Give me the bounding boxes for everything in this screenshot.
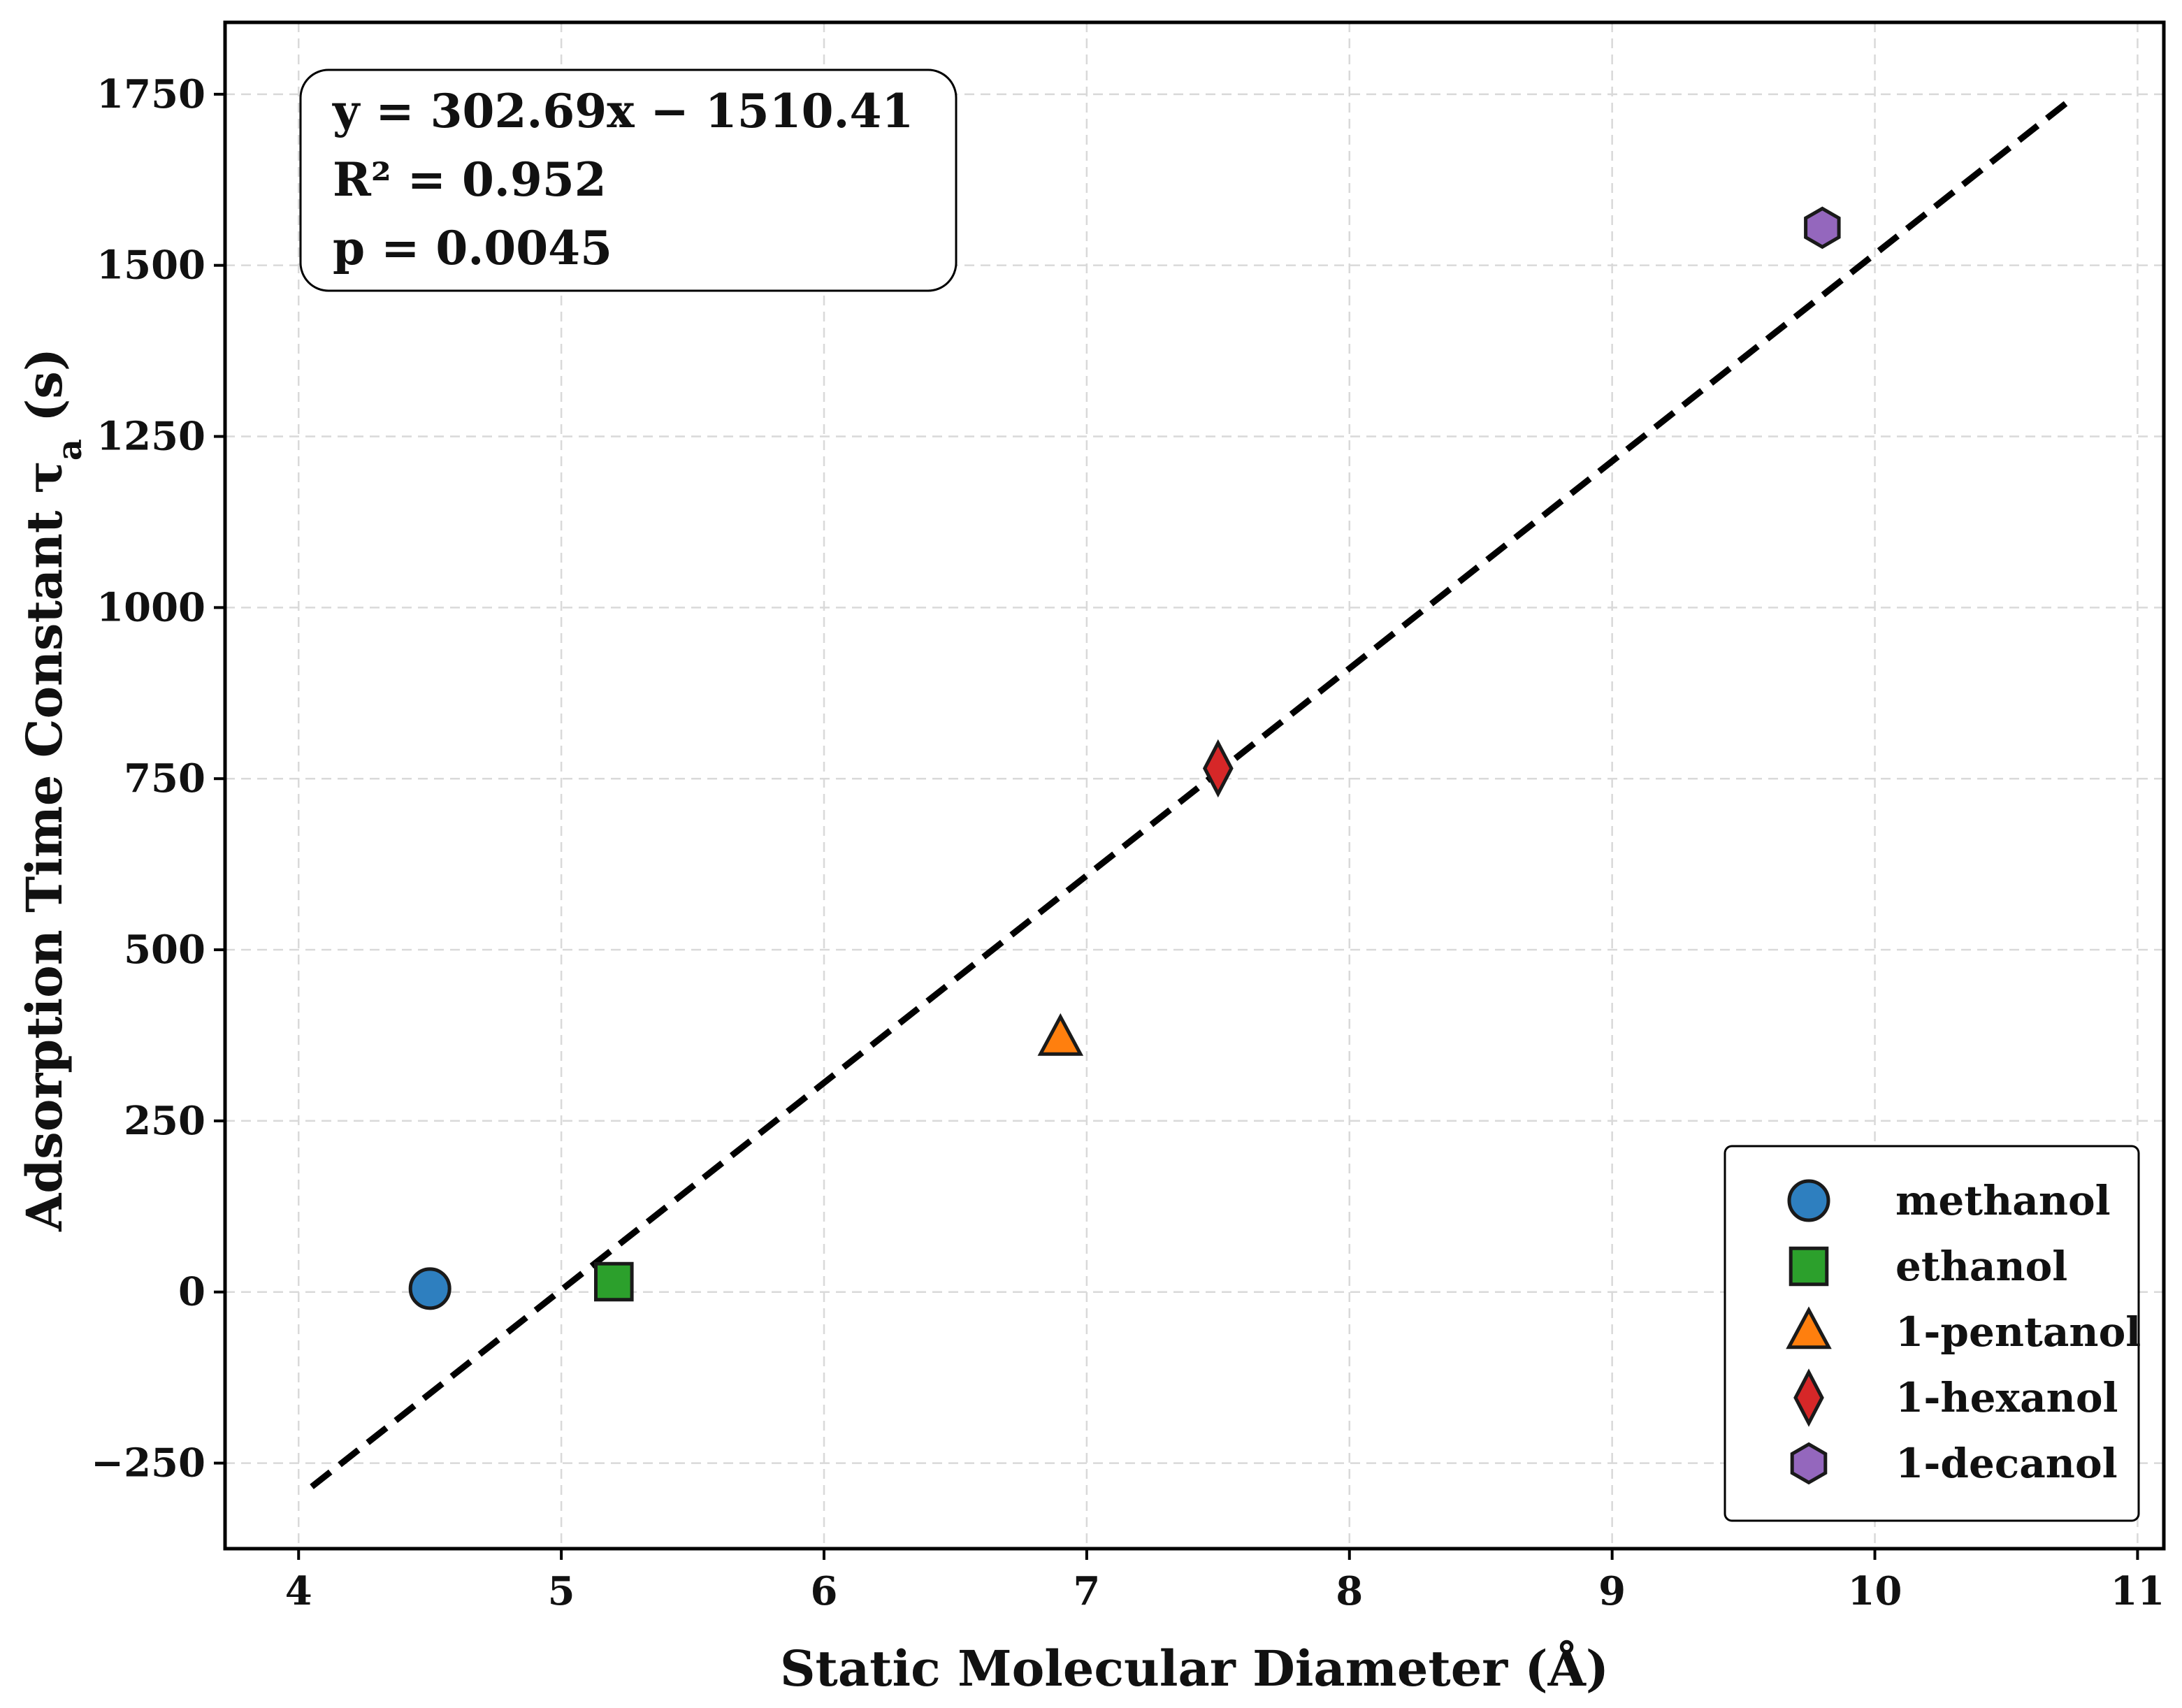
y-tick-label: 250 (124, 1098, 205, 1144)
legend-label-1-pentanol: 1-pentanol (1895, 1308, 2141, 1356)
x-tick-label: 10 (1848, 1568, 1902, 1614)
fit-line-group (310, 96, 2074, 1489)
legend-marker-methanol (1787, 1179, 1830, 1222)
y-tick-label: 1500 (96, 243, 205, 289)
y-tick-label: 1250 (96, 414, 205, 460)
y-tick-label: 0 (178, 1269, 205, 1315)
plot-frame (223, 20, 2166, 1551)
legend-marker-1-pentanol (1786, 1306, 1832, 1349)
fit-annotation-box: y = 302.69x − 1510.41 R² = 0.952 p = 0.0… (299, 68, 958, 292)
data-point-1-decanol (1804, 206, 1841, 249)
legend-label-1-hexanol: 1-hexanol (1895, 1374, 2118, 1421)
y-tick-label: 750 (124, 755, 205, 802)
legend-label-1-decanol: 1-decanol (1895, 1440, 2118, 1487)
legend-label-ethanol: ethanol (1895, 1243, 2067, 1290)
annotation-frame (299, 68, 958, 292)
legend: methanol ethanol 1-pentanol 1-hexanol 1-deca… (1724, 1145, 2141, 1522)
y-tick-label: −250 (91, 1440, 205, 1486)
x-axis-title: Static Molecular Diameter (Å) (780, 1640, 1609, 1698)
data-points (408, 206, 1841, 1310)
data-point-1-hexanol (1202, 739, 1234, 798)
y-tick-label: 1750 (96, 71, 205, 117)
y-axis-title-main: Adsorption Time Constant τ (15, 461, 73, 1232)
y-axis-title-unit: (s) (15, 348, 73, 439)
legend-frame (1724, 1145, 2140, 1522)
annotation-p-value: p = 0.0045 (333, 221, 612, 275)
fit-line (310, 96, 2074, 1489)
legend-marker-1-hexanol (1793, 1368, 1824, 1427)
x-tick-label: 7 (1073, 1568, 1100, 1614)
x-tick-label: 11 (2110, 1568, 2165, 1614)
y-axis-title-subscript: a (50, 439, 89, 461)
x-tick-label: 5 (548, 1568, 575, 1614)
y-tick-label: 1000 (96, 584, 205, 630)
legend-label-methanol: methanol (1895, 1177, 2111, 1224)
data-point-ethanol (594, 1261, 634, 1302)
axis-ticks: 4 5 6 7 8 9 10 11 −250 0 250 500 750 1000 1250 1500 1750 (91, 71, 2165, 1614)
legend-marker-ethanol (1789, 1246, 1829, 1287)
y-tick-label: 500 (124, 927, 205, 973)
legend-marker-1-decanol (1790, 1442, 1828, 1485)
x-tick-label: 9 (1598, 1568, 1626, 1614)
y-axis-title: Adsorption Time Constant τa (s) (15, 348, 89, 1232)
annotation-r-squared: R² = 0.952 (333, 152, 607, 207)
data-point-1-pentanol (1037, 1013, 1084, 1056)
annotation-equation: y = 302.69x − 1510.41 (332, 84, 913, 138)
x-tick-label: 4 (285, 1568, 312, 1614)
x-tick-label: 6 (811, 1568, 838, 1614)
data-point-methanol (408, 1267, 451, 1310)
x-tick-label: 8 (1336, 1568, 1363, 1614)
